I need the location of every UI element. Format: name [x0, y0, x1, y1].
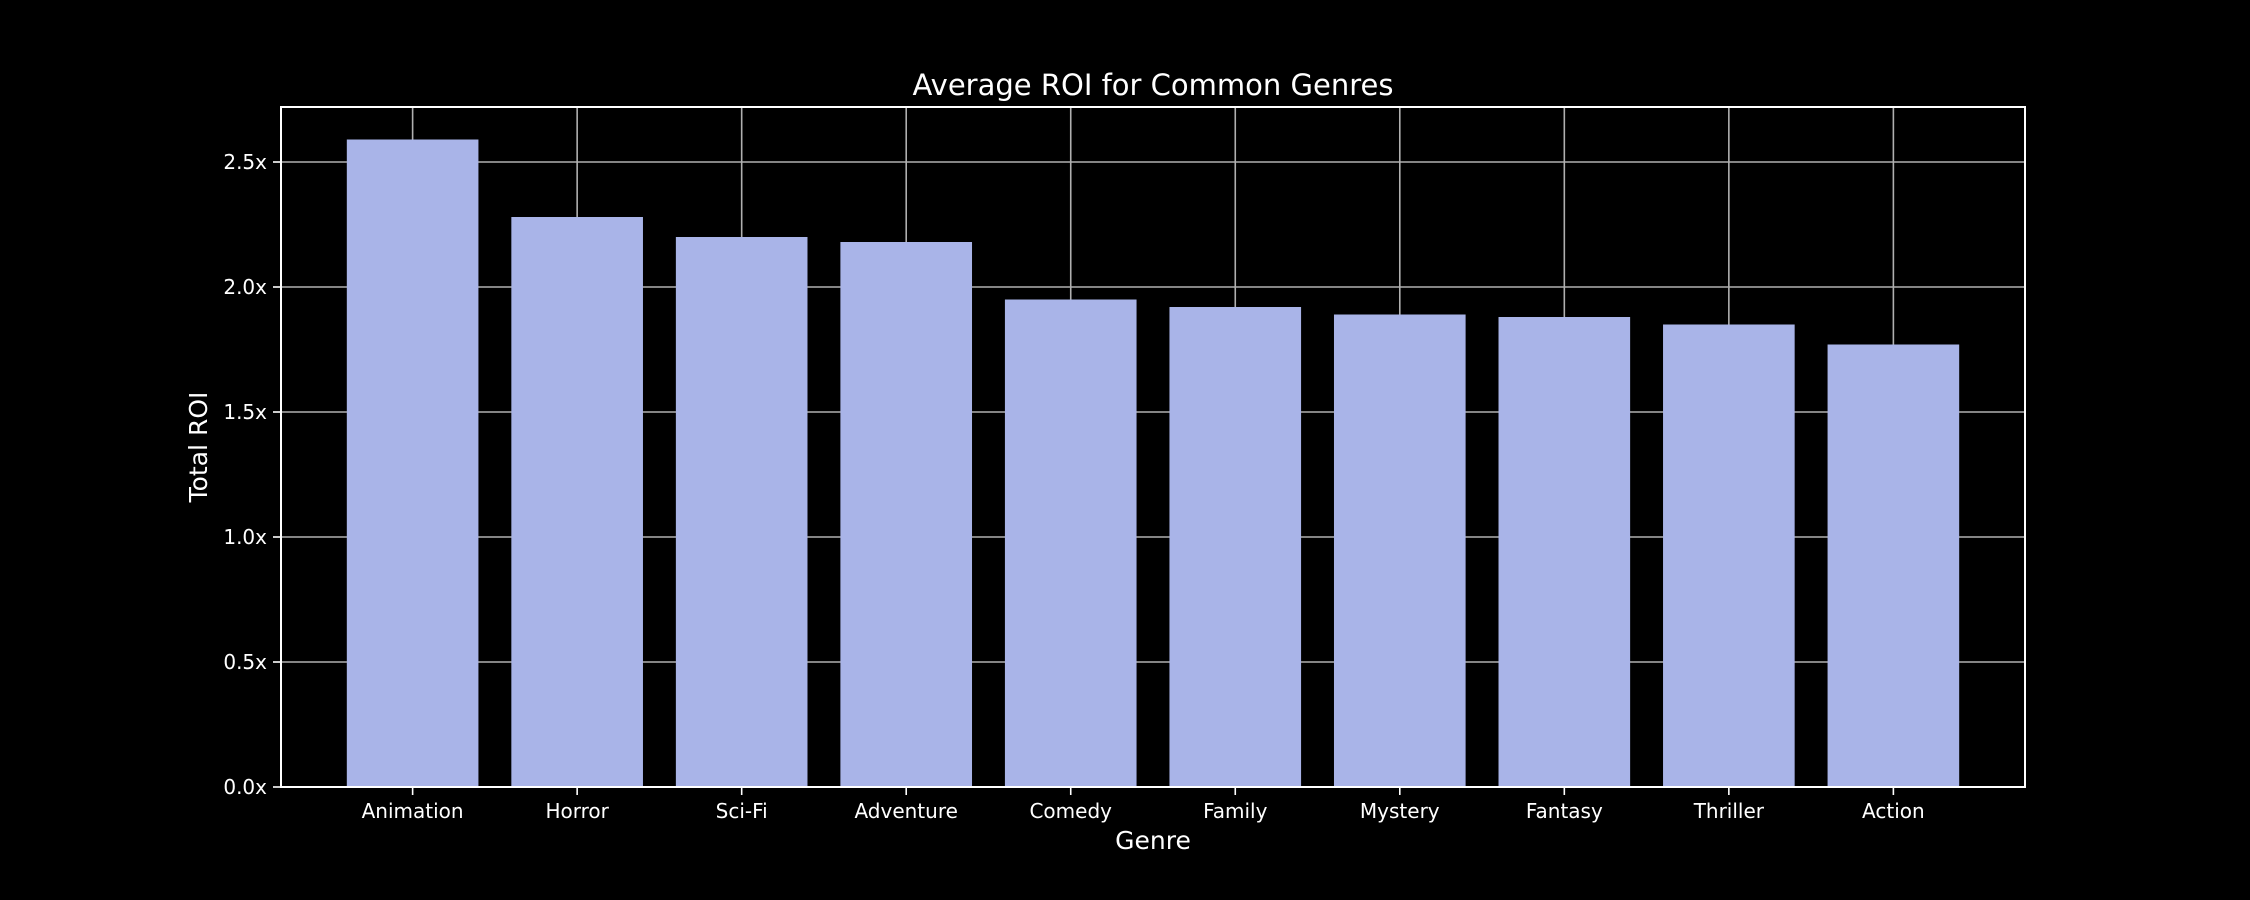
- bar-thriller: [1663, 324, 1795, 787]
- bar-sci-fi: [675, 237, 808, 787]
- bar-horror: [511, 217, 643, 787]
- bar-family: [1169, 307, 1302, 787]
- chart-title: Average ROI for Common Genres: [913, 68, 1394, 102]
- y-tick-label: 2.5x: [223, 150, 267, 174]
- bar-mystery: [1333, 314, 1466, 787]
- x-tick-label: Sci-Fi: [716, 799, 768, 823]
- y-tick-label: 1.0x: [223, 525, 267, 549]
- ticks-layer: 0.0x 0.5x 1.0x 1.5x 2.0x 2.5x Animation Horror S…: [223, 150, 1924, 823]
- x-tick-label: Action: [1862, 799, 1925, 823]
- plot-frame: [280, 106, 2026, 788]
- x-tick-label: Thriller: [1693, 799, 1765, 823]
- y-tick-label: 0.0x: [223, 775, 267, 799]
- x-tick-label: Comedy: [1029, 799, 1112, 823]
- x-tick-label: Mystery: [1360, 799, 1440, 823]
- bar-animation: [346, 139, 479, 787]
- y-axis-title: Total ROI: [184, 392, 213, 504]
- x-tick-label: Fantasy: [1526, 799, 1603, 823]
- bar-comedy: [1004, 299, 1137, 787]
- x-tick-label: Adventure: [854, 799, 957, 823]
- x-tick-label: Horror: [545, 799, 609, 823]
- x-axis-title: Genre: [1115, 826, 1191, 855]
- y-tick-label: 0.5x: [223, 650, 267, 674]
- bars-layer: [346, 139, 1960, 787]
- x-tick-label: Family: [1203, 799, 1268, 823]
- y-tick-label: 1.5x: [223, 400, 267, 424]
- bar-fantasy: [1498, 317, 1631, 787]
- x-tick-label: Animation: [362, 799, 464, 823]
- y-tick-label: 2.0x: [223, 275, 267, 299]
- bar-adventure: [840, 242, 973, 787]
- bar-action: [1827, 344, 1960, 787]
